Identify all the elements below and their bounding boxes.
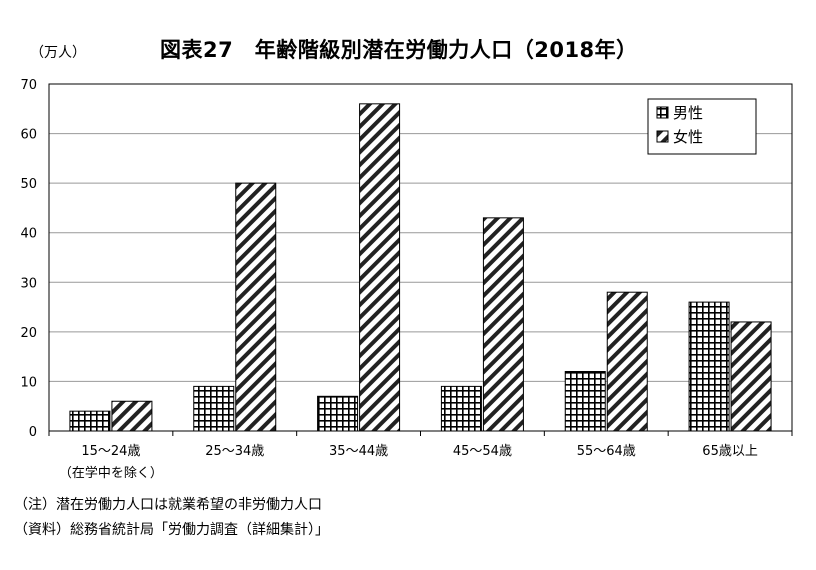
bar-female — [606, 291, 648, 432]
y-tick-label: 30 — [20, 276, 37, 291]
y-tick-labels: 0 10 20 30 40 50 60 70 — [20, 78, 37, 440]
bar-male — [193, 385, 235, 432]
footnotes: （注）潜在労働力人口は就業希望の非労働力人口 （資料）総務省統計局「労働力調査（… — [14, 493, 329, 543]
x-tick-label: 25～34歳 — [205, 444, 264, 459]
bar-female — [482, 217, 524, 432]
bars — [69, 103, 772, 432]
bar-male — [688, 301, 730, 432]
y-axis-unit-label: （万人） — [30, 45, 86, 61]
x-tick-labels: 15～24歳 （在学中を除く） 25～34歳 35～44歳 45～54歳 55～64歳 65… — [59, 444, 758, 481]
bar-male — [440, 385, 482, 432]
x-tick-label: 35～44歳 — [329, 444, 388, 459]
legend-swatch-female — [656, 130, 669, 143]
x-tick-label: 55～64歳 — [577, 444, 636, 459]
bar-female — [359, 103, 401, 432]
x-tick-label: 65歳以上 — [702, 444, 758, 459]
x-tick-sublabel: （在学中を除く） — [59, 465, 163, 481]
bar-male — [69, 410, 111, 432]
bar-female — [235, 182, 277, 432]
y-tick-label: 60 — [20, 128, 37, 143]
legend-swatch-male — [656, 106, 669, 119]
x-tick-label: 15～24歳 — [81, 444, 140, 459]
bar-female — [111, 400, 153, 432]
chart-title: 図表27 年齢階級別潜在労働力人口（2018年） — [160, 38, 638, 62]
y-tick-label: 50 — [20, 177, 37, 192]
legend-label: 男性 — [673, 104, 703, 122]
y-tick-label: 40 — [20, 227, 37, 242]
footnote-source: （資料）総務省統計局「労働力調査（詳細集計）」 — [14, 522, 329, 538]
axes — [48, 83, 793, 436]
x-tick-label: 45～54歳 — [453, 444, 512, 459]
y-tick-label: 70 — [20, 78, 37, 93]
bar-male — [317, 395, 359, 432]
bar-female — [730, 321, 772, 432]
y-tick-label: 0 — [29, 425, 37, 440]
legend-label: 女性 — [673, 128, 703, 146]
y-tick-label: 10 — [20, 375, 37, 390]
y-tick-label: 20 — [20, 326, 37, 341]
footnote-note: （注）潜在労働力人口は就業希望の非労働力人口 — [14, 497, 322, 513]
bar-male — [564, 371, 606, 432]
